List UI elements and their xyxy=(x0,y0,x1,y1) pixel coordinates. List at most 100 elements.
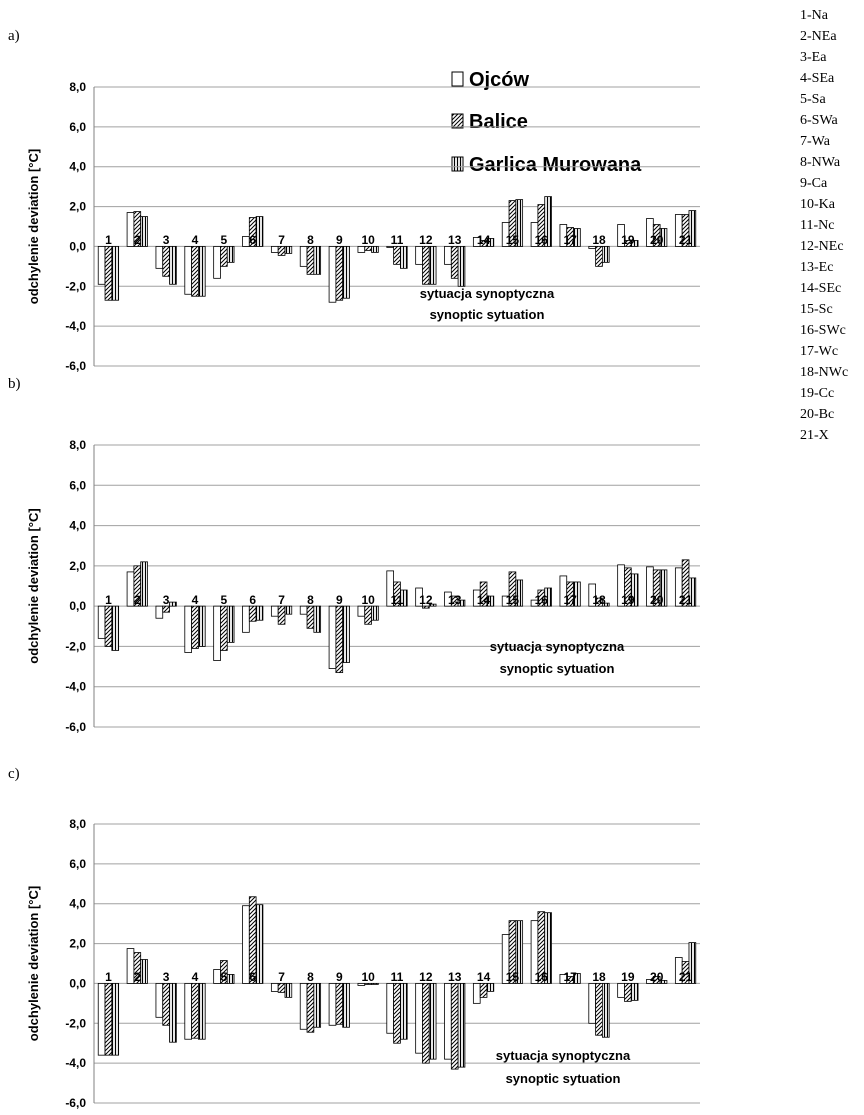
bar-diagonal xyxy=(306,246,315,275)
bar-plain xyxy=(299,246,308,267)
bar-plain xyxy=(588,983,596,1024)
bar-diagonal xyxy=(652,976,661,984)
bar-diagonal xyxy=(364,246,372,251)
bar-plain xyxy=(126,212,135,247)
y-tick-label: -6,0 xyxy=(65,1096,86,1110)
key-item: 2-NEa xyxy=(800,29,837,44)
bar-diagonal xyxy=(104,605,113,647)
bar-vertical xyxy=(140,216,148,247)
x-tick-label: 5 xyxy=(221,233,228,247)
bar-vertical xyxy=(169,601,177,607)
y-tick-label: -2,0 xyxy=(65,1016,86,1030)
key-item: 12-NEc xyxy=(800,239,844,254)
x-tick-label: 3 xyxy=(163,970,170,984)
y-tick-label: 8,0 xyxy=(69,817,86,831)
key-item: 11-Nc xyxy=(800,218,834,233)
y-tick-label: -4,0 xyxy=(65,680,86,694)
bar-vertical xyxy=(313,605,322,633)
bar-vertical xyxy=(169,246,177,285)
x-tick-label: 15 xyxy=(506,970,520,984)
x-tick-label: 14 xyxy=(477,593,491,607)
x-tick-label: 13 xyxy=(448,233,462,247)
x-tick-label: 18 xyxy=(592,970,606,984)
bar-vertical xyxy=(399,246,408,269)
x-tick-label: 16 xyxy=(535,593,549,607)
bar-vertical xyxy=(399,589,408,607)
bar-vertical xyxy=(573,228,581,247)
x-tick-label: 20 xyxy=(650,593,664,607)
x-axis-label-en: synoptic sytuation xyxy=(506,1071,621,1086)
x-axis-label-pl: sytuacja synoptyczna xyxy=(496,1048,631,1063)
x-tick-label: 19 xyxy=(621,233,635,247)
bar-diagonal xyxy=(335,605,344,674)
bar-vertical xyxy=(226,605,235,643)
x-tick-label: 10 xyxy=(361,593,375,607)
bar-diagonal xyxy=(220,960,228,984)
bar-diagonal xyxy=(479,983,488,998)
bar-plain xyxy=(415,983,423,1054)
bar-vertical xyxy=(688,577,697,607)
x-tick-label: 13 xyxy=(448,970,462,984)
bar-vertical xyxy=(602,602,610,607)
bar-plain xyxy=(270,983,279,992)
y-tick-label: -2,0 xyxy=(65,279,86,293)
x-tick-label: 10 xyxy=(361,233,375,247)
x-tick-label: 8 xyxy=(307,233,314,247)
bar-plain xyxy=(97,983,106,1056)
x-tick-label: 3 xyxy=(163,593,170,607)
y-tick-label: 2,0 xyxy=(69,937,86,951)
bar-plain xyxy=(242,236,250,247)
bar-vertical xyxy=(602,246,610,263)
key-item: 1-Na xyxy=(800,8,829,23)
bar-plain xyxy=(184,605,193,653)
bar-diagonal xyxy=(393,983,401,1044)
bar-plain xyxy=(155,246,164,269)
key-item: 18-NWc xyxy=(800,365,848,380)
bar-vertical xyxy=(486,983,495,992)
y-tick-label: 8,0 xyxy=(69,80,86,94)
bar-diagonal xyxy=(162,246,170,277)
bar-diagonal xyxy=(162,605,170,613)
key-item: 21-X xyxy=(800,428,829,443)
x-tick-label: 9 xyxy=(336,593,343,607)
x-tick-label: 19 xyxy=(621,970,635,984)
bar-vertical xyxy=(515,920,524,984)
bar-plain xyxy=(328,983,337,1026)
bar-diagonal xyxy=(595,246,603,267)
y-tick-label: 2,0 xyxy=(69,200,86,214)
x-tick-label: 7 xyxy=(278,593,285,607)
x-tick-label: 18 xyxy=(592,233,606,247)
x-tick-label: 18 xyxy=(592,593,606,607)
x-tick-label: 11 xyxy=(391,970,404,984)
x-tick-label: 14 xyxy=(477,233,491,247)
key-item: 13-Ec xyxy=(800,260,833,275)
circulation-type-key: 1-Na 2-NEa 3-Ea 4-SEa 5-Sa 6-SWa 7-Wa 8-NWa 9-Ca… xyxy=(800,8,848,443)
y-tick-label: 6,0 xyxy=(69,478,86,492)
bar-vertical xyxy=(342,605,350,663)
bar-plain xyxy=(126,571,135,607)
y-tick-label: 0,0 xyxy=(69,599,86,613)
key-item: 8-NWa xyxy=(800,155,841,170)
bar-diagonal xyxy=(104,983,113,1056)
bar-vertical xyxy=(284,605,293,615)
bar-diagonal xyxy=(277,246,286,256)
x-tick-label: 14 xyxy=(477,970,491,984)
x-tick-label: 2 xyxy=(134,593,141,607)
bar-vertical xyxy=(111,605,120,651)
chart-legend: Ojców Balice Garlica Murowana xyxy=(451,69,642,176)
x-tick-label: 10 xyxy=(361,970,375,984)
bar-plain xyxy=(242,605,250,633)
x-tick-label: 19 xyxy=(621,593,635,607)
bar-diagonal xyxy=(595,983,603,1036)
x-tick-label: 8 xyxy=(307,593,314,607)
bar-vertical xyxy=(197,983,206,1040)
x-tick-label: 8 xyxy=(307,970,314,984)
x-tick-label: 11 xyxy=(391,233,404,247)
key-item: 10-Ka xyxy=(800,197,836,212)
bar-plain xyxy=(328,605,337,669)
x-tick-label: 1 xyxy=(105,593,112,607)
legend-label: Balice xyxy=(469,111,528,133)
bar-diagonal xyxy=(479,581,488,607)
x-tick-label: 17 xyxy=(563,233,577,247)
bar-plain xyxy=(270,605,279,617)
